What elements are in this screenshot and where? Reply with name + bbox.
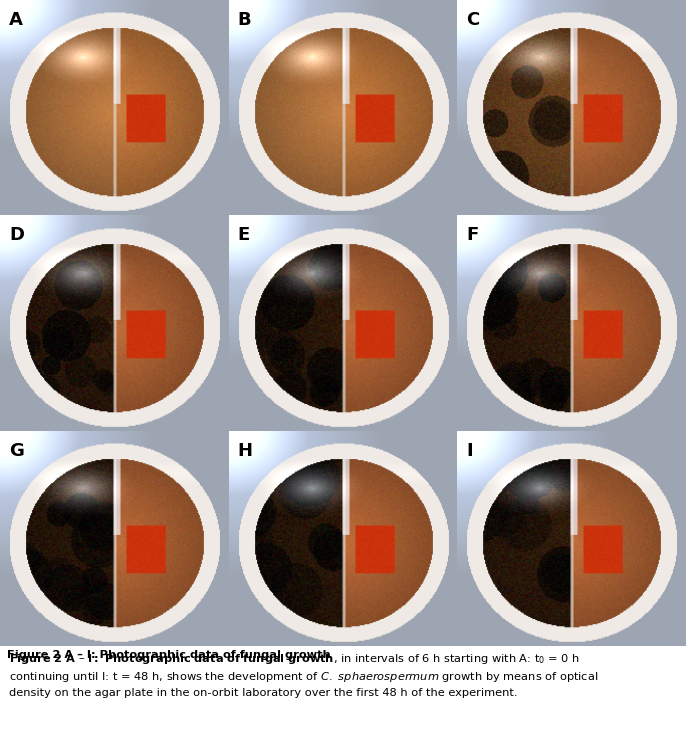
Text: $\bf{Figure\ 2\ A\ –\ I:\ Photographic\ data\ of\ fungal\ growth}$, in intervals: $\bf{Figure\ 2\ A\ –\ I:\ Photographic\ … xyxy=(9,652,598,698)
Text: C: C xyxy=(466,11,480,29)
Text: I: I xyxy=(466,442,473,460)
Text: B: B xyxy=(238,11,252,29)
Text: F: F xyxy=(466,226,479,244)
Text: D: D xyxy=(9,226,24,244)
Text: Figure 2 A – I: Photographic data of fungal growth: Figure 2 A – I: Photographic data of fun… xyxy=(7,650,331,660)
Text: E: E xyxy=(238,226,250,244)
Text: G: G xyxy=(9,442,24,460)
Text: H: H xyxy=(238,442,253,460)
Text: A: A xyxy=(9,11,23,29)
